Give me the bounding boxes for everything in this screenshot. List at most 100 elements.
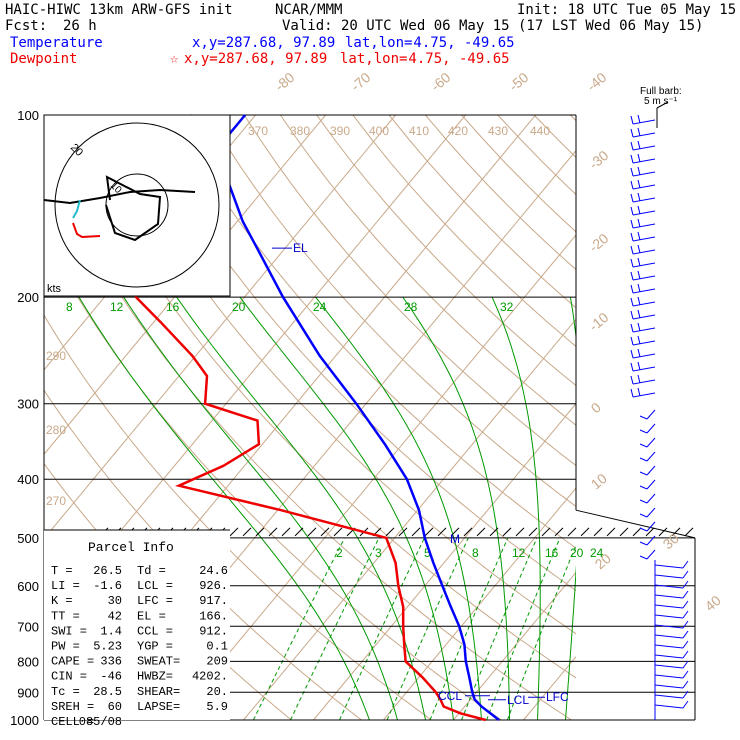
moist-adiabat: [491, 296, 541, 720]
lfc-label: LFC: [546, 690, 569, 704]
wind-barb-feather: [630, 362, 634, 372]
parcel-info-box: [44, 530, 230, 720]
wind-barb-feather: [637, 270, 641, 280]
moist-adiabat: [565, 297, 576, 720]
parcel-value: 336: [100, 655, 122, 669]
hatch-mark: [593, 527, 603, 537]
barb-legend-flag: [656, 101, 669, 109]
wind-barb: [646, 465, 656, 476]
parcel-label: CCL =: [137, 624, 173, 638]
parcel-value: 42: [108, 609, 122, 623]
wind-barb-feather: [637, 205, 641, 215]
wind-barb-feather: [630, 271, 634, 281]
wind-barb-feather: [637, 374, 641, 384]
wind-barb-feather: [639, 457, 648, 462]
pressure-label: 600: [17, 579, 39, 594]
fcst-label: Fcst:: [5, 18, 48, 34]
mixing-ratio-line: [506, 544, 576, 720]
wind-barb-feather: [637, 114, 641, 124]
moist-adiabat: [315, 296, 482, 720]
parcel-value: 5.9: [206, 700, 228, 714]
mixing-ratio-line: [339, 537, 425, 720]
isotherm-label: 40: [702, 592, 724, 614]
wind-barb: [646, 451, 656, 462]
wind-barb-feather: [637, 127, 641, 137]
theta-e-label: 8: [66, 300, 73, 314]
wind-barb: [632, 210, 656, 216]
mixing-ratio-label: 3: [375, 546, 382, 560]
hatch-mark: [606, 527, 616, 537]
ccl-label: CCL: [438, 689, 462, 703]
dewpoint-marker-icon: ☆: [170, 51, 179, 67]
temperature-xy: x,y=287.68, 97.89: [192, 35, 336, 51]
wind-barb: [654, 674, 684, 679]
wind-barb-feather: [637, 361, 641, 371]
wind-barb-feather: [630, 336, 634, 346]
wind-barb-feather: [630, 258, 634, 268]
wind-barb: [646, 535, 656, 546]
wind-barb: [646, 521, 656, 532]
hatch-mark: [580, 527, 590, 537]
wind-barb: [654, 584, 684, 589]
barb-legend-line1: Full barb:: [640, 86, 682, 97]
isotherm-label: -30: [586, 147, 612, 172]
theta-label: 380: [290, 124, 310, 138]
wind-barb-feather: [630, 245, 634, 255]
hatch-mark: [281, 527, 291, 537]
wind-barb-feather: [682, 620, 689, 629]
wind-barb: [646, 549, 656, 560]
parcel-value: 4202.: [192, 670, 228, 684]
wind-barb-feather: [637, 218, 641, 228]
wind-barb-feather: [637, 179, 641, 189]
wind-barb: [654, 684, 684, 689]
parcel-label: Tc =: [51, 685, 80, 699]
mixing-ratio-label: 8: [472, 546, 479, 560]
wind-barb: [654, 624, 684, 629]
hatch-mark: [476, 527, 486, 537]
parcel-value: 24.6: [199, 564, 228, 578]
wind-barb: [632, 262, 656, 268]
theta-label: 440: [530, 124, 550, 138]
isotherm-line: [44, 115, 396, 540]
mixing-level-label: M: [450, 532, 460, 546]
hatch-mark: [437, 527, 447, 537]
parcel-label: YGP =: [137, 640, 173, 654]
isotherm-line: [313, 402, 576, 720]
isotherm-label: -70: [348, 69, 374, 94]
parcel-value: -1.6: [93, 579, 122, 593]
hatch-mark: [489, 527, 499, 537]
org-label: NCAR/MMM: [275, 2, 343, 18]
hodograph-trace-black: [43, 188, 196, 205]
mixing-ratio-line: [290, 537, 380, 720]
wind-barb: [632, 158, 656, 164]
parcel-label: EL =: [137, 609, 166, 623]
wind-barb: [646, 493, 656, 504]
wind-barb-feather: [630, 349, 634, 359]
isotherm-label: -20: [586, 230, 612, 255]
wind-barb: [632, 314, 656, 320]
wind-barb: [646, 409, 656, 420]
wind-barb: [632, 288, 656, 294]
mixing-ratio-label: 20: [570, 546, 584, 560]
parcel-value: 0.1: [206, 640, 228, 654]
parcel-label: SWI =: [51, 624, 87, 638]
dry-adiabat: [62, 115, 576, 679]
wind-barb: [632, 132, 656, 138]
isotherm-label: -40: [584, 69, 610, 94]
wind-barb-feather: [637, 231, 641, 241]
theta-e-label: 24: [313, 300, 327, 314]
isotherm-line: [734, 115, 740, 720]
wind-barb-feather: [630, 128, 634, 138]
hatch-mark: [515, 527, 525, 537]
moist-adiabat: [594, 297, 634, 720]
wind-barb-feather: [639, 485, 648, 490]
mixing-ratio-label: 12: [512, 546, 526, 560]
parcel-value: 5.23: [93, 640, 122, 654]
temperature-latlon: 4.75, -49.65: [405, 35, 515, 51]
parcel-value: 20.: [206, 685, 228, 699]
wind-barb-feather: [639, 429, 648, 434]
hatch-mark: [242, 527, 252, 537]
wind-barb: [654, 644, 684, 649]
wind-barb-feather: [637, 335, 641, 345]
wind-barb: [632, 197, 656, 203]
